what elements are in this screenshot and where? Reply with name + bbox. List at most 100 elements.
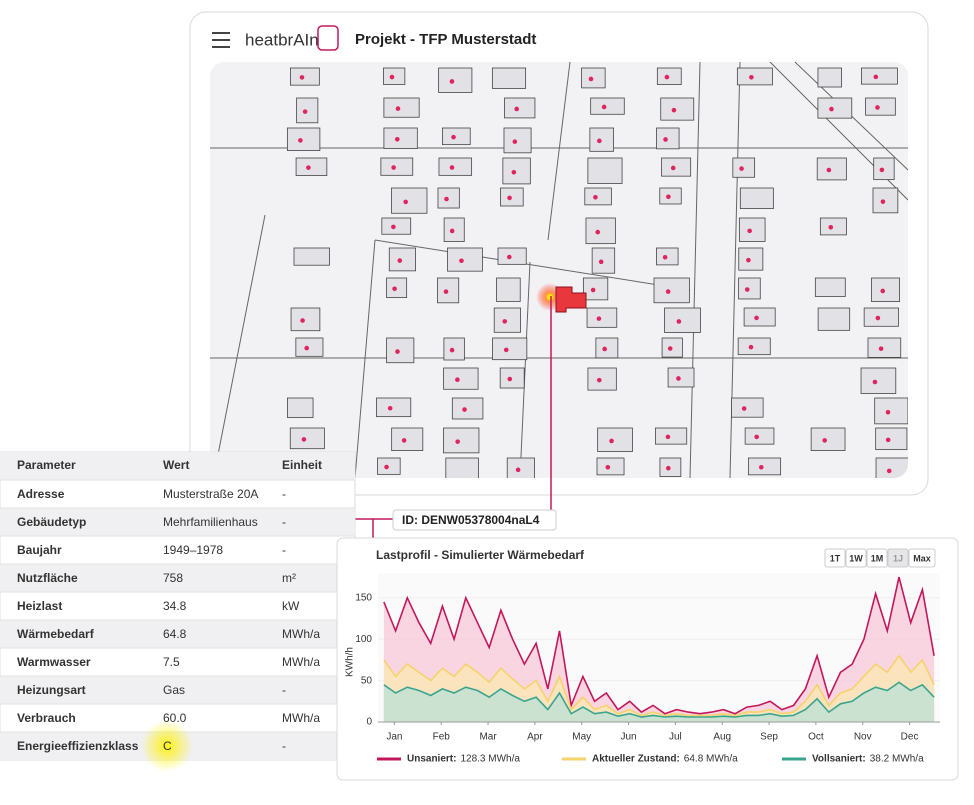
building[interactable]: [656, 67, 682, 85]
building[interactable]: [591, 247, 616, 274]
selected-building[interactable]: [555, 286, 587, 313]
range-button[interactable]: [866, 548, 888, 568]
building[interactable]: [656, 127, 680, 150]
building[interactable]: [443, 427, 480, 454]
building[interactable]: [445, 457, 479, 483]
building[interactable]: [502, 157, 531, 185]
building[interactable]: [447, 247, 483, 272]
building[interactable]: [380, 157, 414, 176]
building[interactable]: [875, 457, 909, 482]
building[interactable]: [383, 127, 418, 149]
building[interactable]: [497, 247, 527, 265]
building[interactable]: [656, 247, 679, 266]
building[interactable]: [581, 67, 606, 89]
building[interactable]: [738, 247, 764, 271]
building[interactable]: [504, 97, 536, 119]
building[interactable]: [451, 397, 484, 420]
building[interactable]: [443, 337, 465, 361]
building[interactable]: [596, 457, 625, 476]
building[interactable]: [386, 337, 415, 364]
building[interactable]: [499, 367, 525, 389]
building[interactable]: [377, 457, 401, 475]
building[interactable]: [865, 97, 896, 116]
building[interactable]: [296, 97, 319, 124]
building[interactable]: [496, 277, 521, 302]
building[interactable]: [295, 157, 328, 176]
building[interactable]: [667, 367, 695, 388]
building[interactable]: [873, 157, 895, 181]
building[interactable]: [287, 397, 314, 418]
building[interactable]: [500, 187, 524, 207]
building[interactable]: [661, 157, 692, 177]
building[interactable]: [860, 367, 897, 394]
building[interactable]: [295, 337, 324, 357]
building[interactable]: [503, 127, 532, 154]
building[interactable]: [817, 97, 853, 119]
building[interactable]: [819, 217, 847, 236]
building[interactable]: [590, 97, 625, 115]
building[interactable]: [810, 427, 846, 451]
range-button[interactable]: [824, 548, 846, 568]
building[interactable]: [381, 217, 412, 235]
building[interactable]: [443, 217, 465, 242]
building[interactable]: [438, 157, 473, 176]
building[interactable]: [731, 397, 764, 418]
building[interactable]: [286, 127, 321, 151]
building[interactable]: [743, 307, 776, 327]
building[interactable]: [871, 277, 900, 302]
building[interactable]: [442, 127, 471, 146]
map[interactable]: [210, 62, 909, 483]
building[interactable]: [863, 307, 899, 327]
building[interactable]: [595, 337, 619, 359]
building[interactable]: [290, 307, 321, 332]
building[interactable]: [506, 457, 535, 480]
building[interactable]: [437, 187, 460, 209]
building[interactable]: [584, 187, 612, 206]
building[interactable]: [738, 217, 766, 242]
building[interactable]: [376, 397, 412, 418]
building[interactable]: [587, 367, 617, 391]
menu-icon[interactable]: [212, 32, 230, 48]
building[interactable]: [438, 67, 473, 93]
building[interactable]: [875, 427, 908, 450]
building[interactable]: [872, 187, 899, 214]
building[interactable]: [747, 457, 782, 476]
range-button[interactable]: [908, 548, 936, 568]
building[interactable]: [493, 307, 521, 333]
building[interactable]: [660, 97, 695, 121]
building[interactable]: [491, 67, 527, 89]
building[interactable]: [867, 337, 902, 358]
building[interactable]: [492, 337, 528, 361]
building[interactable]: [437, 277, 460, 304]
building[interactable]: [289, 427, 325, 450]
building[interactable]: [653, 277, 690, 304]
building[interactable]: [655, 427, 688, 445]
building[interactable]: [874, 397, 908, 425]
range-button[interactable]: [887, 548, 909, 568]
building[interactable]: [739, 187, 774, 210]
building[interactable]: [391, 187, 428, 214]
building[interactable]: [391, 427, 424, 452]
building[interactable]: [597, 427, 633, 452]
building[interactable]: [585, 217, 616, 245]
building[interactable]: [817, 307, 851, 331]
building[interactable]: [816, 157, 847, 181]
building[interactable]: [814, 277, 846, 297]
building[interactable]: [732, 157, 756, 178]
building[interactable]: [737, 337, 771, 356]
building[interactable]: [289, 67, 320, 86]
building[interactable]: [736, 67, 773, 86]
building[interactable]: [744, 427, 775, 445]
building[interactable]: [861, 67, 898, 85]
building[interactable]: [293, 247, 330, 266]
building[interactable]: [443, 367, 479, 390]
building[interactable]: [587, 157, 623, 184]
building[interactable]: [388, 247, 416, 272]
building[interactable]: [738, 277, 761, 300]
building[interactable]: [586, 307, 618, 328]
range-button[interactable]: [845, 548, 867, 568]
building[interactable]: [589, 127, 614, 152]
building[interactable]: [664, 307, 701, 333]
building[interactable]: [383, 97, 420, 118]
building[interactable]: [817, 67, 843, 88]
